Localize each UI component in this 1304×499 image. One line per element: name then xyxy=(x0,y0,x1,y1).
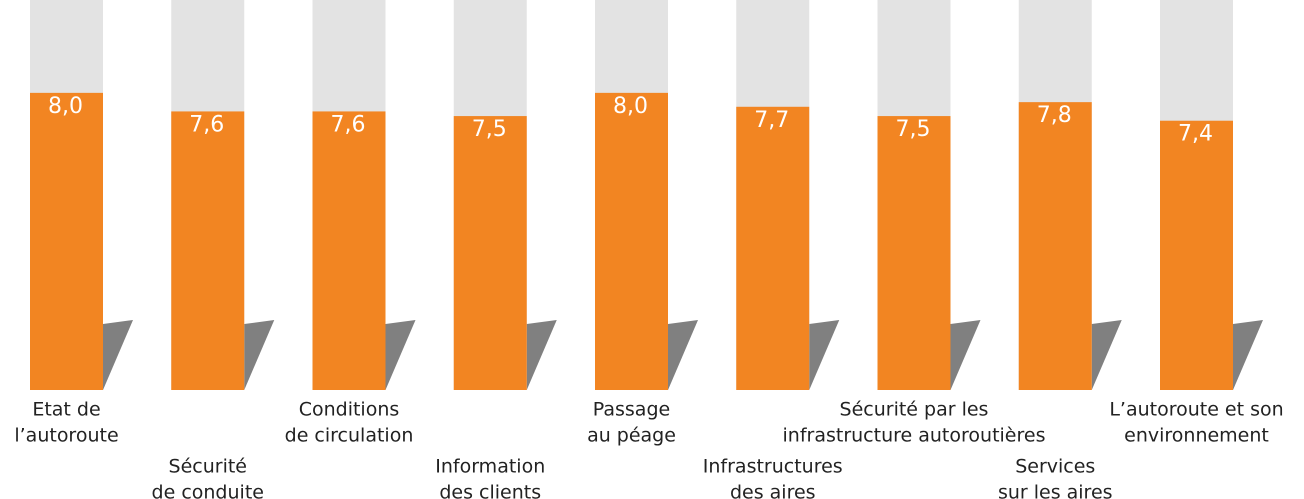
bar xyxy=(312,111,386,390)
bar xyxy=(30,92,103,390)
bar-shadow xyxy=(1091,320,1122,390)
category-label: Passage xyxy=(593,399,670,421)
bar-shadow xyxy=(1233,320,1263,390)
value-label: 7,5 xyxy=(896,117,931,142)
category-label: sur les aires xyxy=(998,482,1113,499)
bar-shadow xyxy=(244,320,275,390)
value-label: 7,4 xyxy=(1178,122,1213,147)
category-label: Sécurité xyxy=(169,456,247,478)
bar xyxy=(877,116,951,391)
bar xyxy=(1160,120,1233,390)
category-label: environnement xyxy=(1124,425,1269,447)
bar-shadow xyxy=(950,320,981,390)
category-label: l’autoroute xyxy=(14,425,118,447)
value-label: 7,5 xyxy=(472,117,507,142)
value-label: 8,0 xyxy=(48,94,83,119)
bar xyxy=(1018,102,1092,391)
category-label: au péage xyxy=(587,425,676,447)
category-label: des clients xyxy=(439,482,541,499)
bar-shadow xyxy=(103,320,133,390)
bar-shadow xyxy=(385,320,416,390)
value-label: 7,7 xyxy=(754,108,789,133)
category-label: des aires xyxy=(730,482,816,499)
category-label: Etat de xyxy=(32,399,100,421)
category-label: Information xyxy=(435,456,545,478)
category-label: de conduite xyxy=(152,482,264,499)
bar-shadow xyxy=(809,320,840,390)
category-label: Sécurité par les xyxy=(840,399,989,421)
bar xyxy=(171,111,245,390)
category-label: de circulation xyxy=(285,425,414,447)
value-label: 7,8 xyxy=(1037,103,1072,128)
value-label: 7,6 xyxy=(331,112,366,137)
category-label: Services xyxy=(1015,456,1095,478)
value-label: 8,0 xyxy=(613,94,648,119)
category-label: L’autoroute et son xyxy=(1109,399,1283,421)
category-label: Infrastructures xyxy=(703,456,843,478)
bar-shadow xyxy=(668,320,698,390)
bar-shadow xyxy=(526,320,557,390)
value-label: 7,6 xyxy=(189,112,224,137)
category-label: infrastructure autoroutières xyxy=(783,425,1046,447)
bar xyxy=(453,116,527,391)
bar xyxy=(736,106,810,391)
bar xyxy=(595,92,668,390)
category-label: Conditions xyxy=(299,399,400,421)
